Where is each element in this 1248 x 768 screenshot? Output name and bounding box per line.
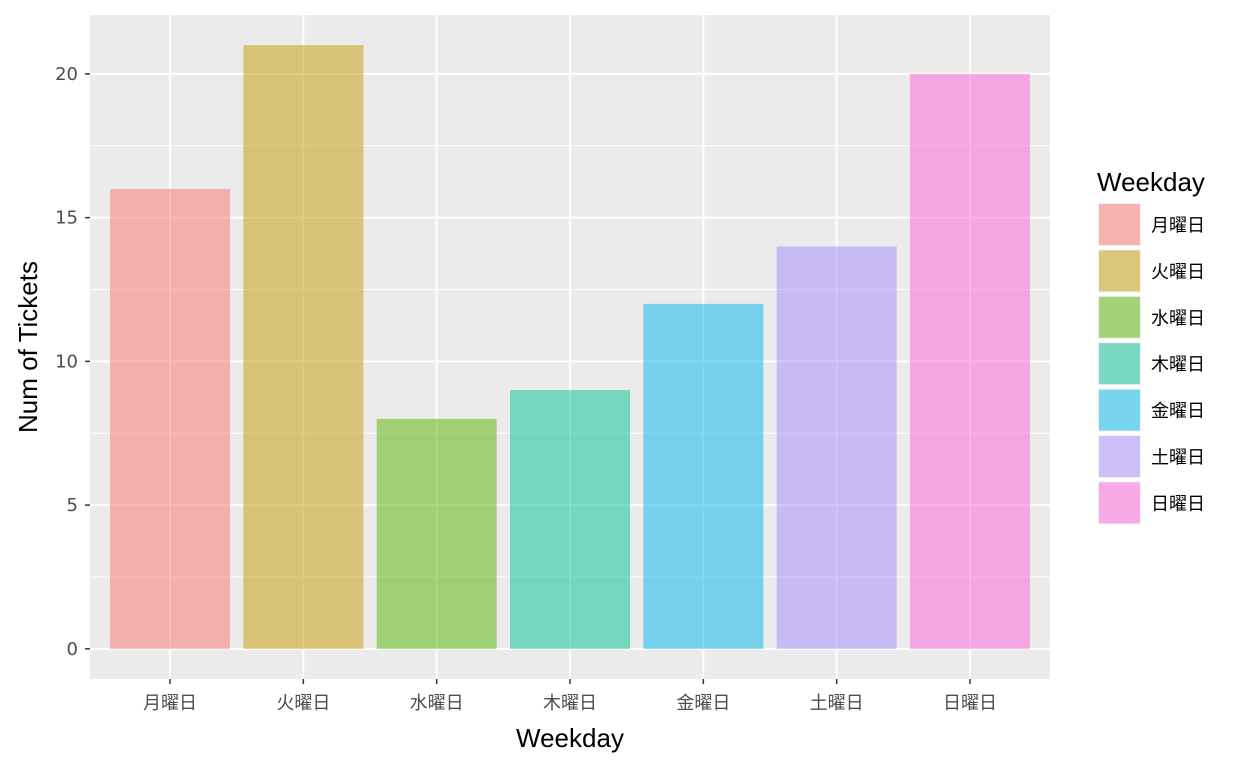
legend-label-6: 土曜日 [1151,448,1205,469]
legend-swatch-2 [1099,250,1140,292]
x-tick-label: 金曜日 [676,693,730,714]
bar-1 [110,188,230,649]
legend-label-1: 月曜日 [1151,216,1205,237]
legend-label-3: 水曜日 [1151,308,1205,329]
y-axis: 0 5 10 15 20 [55,64,90,660]
bar-6 [776,246,897,649]
y-tick-label: 20 [55,64,78,85]
x-axis: 月曜日 火曜日 水曜日 木曜日 金曜日 土曜日 日曜日 [143,679,997,714]
legend-label-2: 火曜日 [1151,262,1205,283]
x-tick-label: 月曜日 [143,693,197,714]
legend-swatch-6 [1099,436,1140,477]
x-tick-label: 水曜日 [410,693,464,714]
x-tick-label: 日曜日 [943,693,997,714]
legend-label-7: 日曜日 [1151,494,1205,515]
y-tick-label: 15 [55,208,78,229]
y-tick-label: 5 [67,495,78,516]
bar-4 [510,390,630,649]
x-tick-label: 木曜日 [543,693,597,714]
bar-3 [376,418,497,649]
bar-2 [243,45,364,649]
legend-swatch-1 [1099,204,1140,245]
y-tick-label: 10 [55,351,78,372]
x-tick-label: 火曜日 [276,693,330,714]
x-axis-title: Weekday [516,723,624,753]
bars [110,45,1030,649]
bar-5 [643,303,764,649]
y-axis-title: Num of Tickets [13,261,43,433]
legend-swatch-4 [1099,343,1140,385]
legend-swatch-7 [1099,482,1140,524]
y-tick-label: 0 [67,639,78,660]
legend-swatch-3 [1099,296,1140,338]
bar-7 [910,73,1030,649]
x-tick-label: 土曜日 [810,693,864,714]
legend-title: Weekday [1097,167,1205,197]
legend-label-5: 金曜日 [1151,401,1205,422]
legend-label-4: 木曜日 [1151,355,1205,376]
legend-swatch-5 [1099,389,1140,431]
